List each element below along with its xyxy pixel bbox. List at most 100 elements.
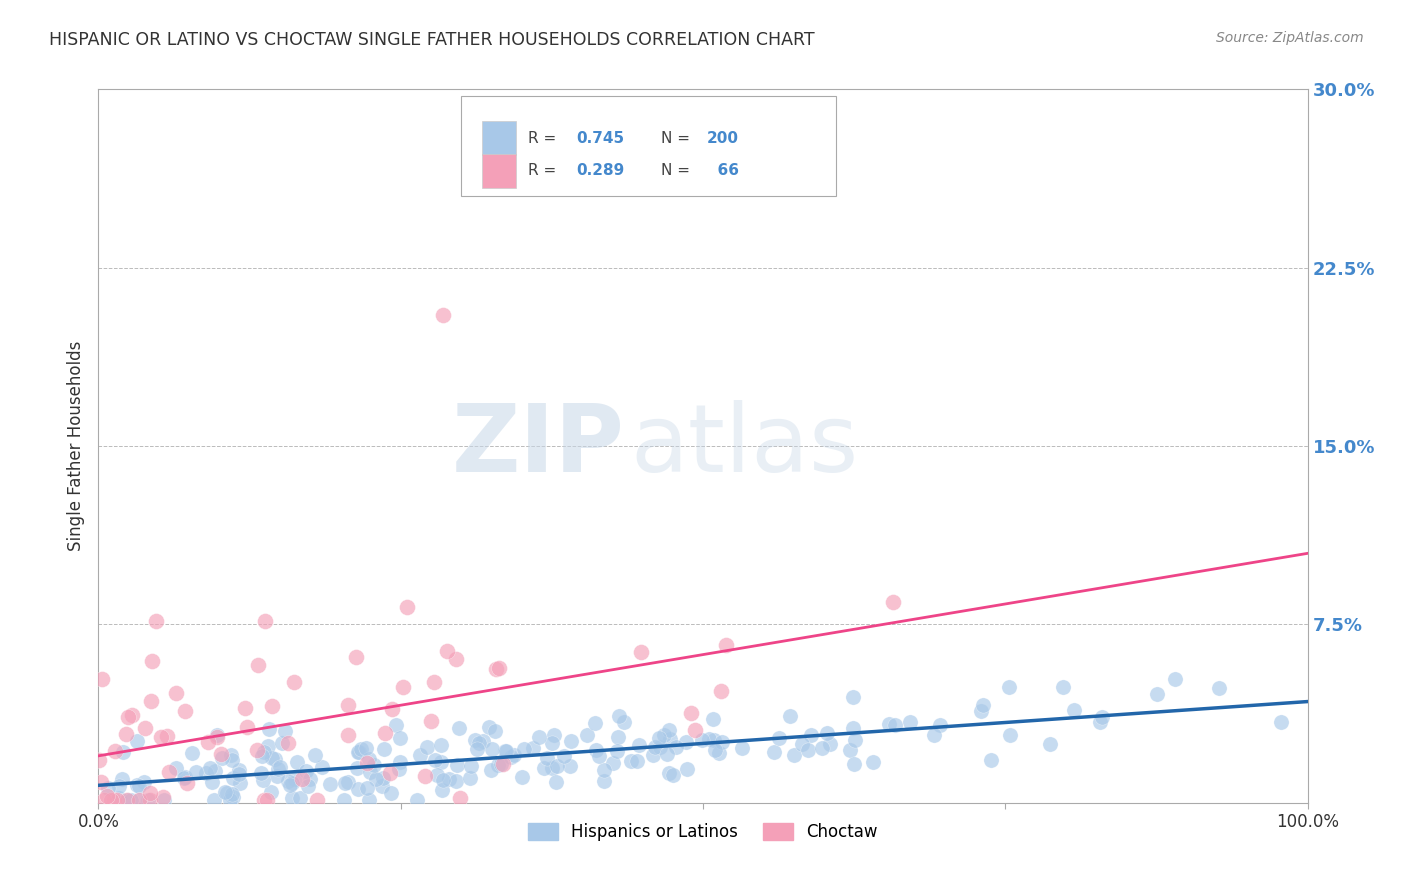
Point [319, 777, 342, 791]
Point [697, 732, 720, 747]
Point [281, 790, 304, 805]
Point [107, 790, 129, 805]
Point [363, 757, 385, 772]
Point [884, 718, 907, 732]
Point [815, 726, 838, 740]
Point [929, 718, 952, 732]
Point [134, 774, 156, 789]
Point [546, 759, 568, 773]
Point [297, 779, 319, 793]
Point [104, 744, 127, 758]
Point [655, 747, 678, 761]
Point [422, 675, 444, 690]
Point [270, 736, 292, 750]
Point [544, 775, 567, 789]
Point [844, 732, 866, 747]
Point [702, 712, 724, 726]
Legend: Hispanics or Latinos, Choctaw: Hispanics or Latinos, Choctaw [522, 816, 884, 848]
Point [510, 770, 533, 784]
Point [221, 787, 243, 801]
Point [209, 747, 232, 761]
Point [307, 793, 329, 807]
Point [779, 708, 801, 723]
Point [1146, 688, 1168, 702]
Point [607, 730, 630, 744]
Text: 200: 200 [707, 131, 738, 146]
Point [250, 749, 273, 764]
Point [432, 308, 454, 322]
Point [882, 595, 904, 609]
Point [392, 681, 415, 695]
Point [558, 759, 581, 773]
Point [165, 761, 187, 775]
Point [153, 793, 176, 807]
Point [155, 729, 177, 743]
Point [373, 741, 395, 756]
Point [502, 748, 524, 763]
Point [233, 701, 256, 715]
Point [347, 745, 370, 759]
Point [165, 686, 187, 700]
Point [970, 705, 993, 719]
Point [128, 793, 150, 807]
Point [648, 731, 671, 745]
Point [214, 784, 236, 798]
Point [336, 728, 359, 742]
Point [460, 758, 482, 772]
Point [136, 793, 159, 807]
Text: N =: N = [661, 131, 695, 146]
Point [204, 764, 226, 778]
Point [267, 762, 290, 776]
Point [710, 684, 733, 698]
Point [661, 768, 683, 782]
Point [112, 745, 135, 759]
Point [471, 734, 494, 748]
Point [1052, 680, 1074, 694]
Point [437, 772, 460, 786]
Point [607, 709, 630, 723]
Point [278, 778, 301, 792]
Point [364, 772, 387, 786]
Point [93, 793, 115, 807]
Point [91, 672, 114, 686]
Point [659, 731, 682, 746]
Point [228, 763, 250, 777]
Point [484, 724, 506, 739]
Point [494, 744, 516, 758]
Point [277, 736, 299, 750]
Point [479, 763, 502, 777]
Point [796, 743, 818, 757]
Point [359, 765, 381, 780]
Point [184, 765, 207, 780]
Point [613, 715, 636, 730]
Point [630, 645, 652, 659]
Point [430, 738, 453, 752]
Point [998, 680, 1021, 694]
Point [862, 756, 884, 770]
Point [371, 772, 394, 786]
Point [430, 783, 453, 797]
Point [201, 775, 224, 789]
Point [405, 793, 427, 807]
Point [585, 743, 607, 757]
Point [219, 747, 242, 762]
Point [641, 747, 664, 762]
Point [980, 753, 1002, 767]
Text: HISPANIC OR LATINO VS CHOCTAW SINGLE FATHER HOUSEHOLDS CORRELATION CHART: HISPANIC OR LATINO VS CHOCTAW SINGLE FAT… [49, 31, 815, 49]
Point [285, 756, 308, 770]
Point [818, 737, 841, 751]
Point [337, 775, 360, 789]
Text: N =: N = [661, 163, 695, 178]
Point [108, 779, 131, 793]
Point [485, 662, 508, 676]
Point [1208, 681, 1230, 696]
Point [628, 738, 651, 752]
Point [371, 779, 394, 793]
Point [1039, 737, 1062, 751]
Point [107, 793, 129, 807]
Point [284, 772, 307, 786]
Point [396, 600, 419, 615]
Point [215, 786, 238, 800]
Point [675, 734, 697, 748]
Point [447, 721, 470, 735]
